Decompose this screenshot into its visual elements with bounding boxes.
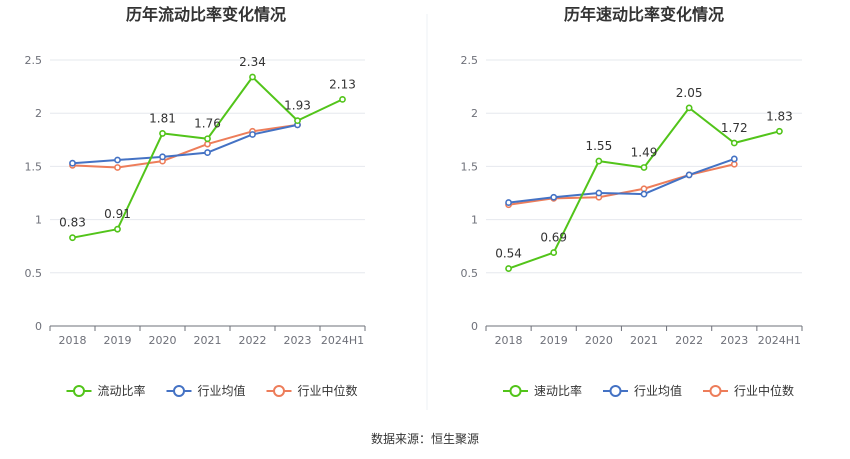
- data-label: 2.34: [239, 55, 266, 69]
- y-tick-label: 1: [471, 214, 478, 227]
- legend-marker-icon: [173, 385, 185, 397]
- data-point[interactable]: [69, 234, 76, 242]
- data-point[interactable]: [505, 199, 512, 206]
- legend-marker-icon: [609, 385, 622, 397]
- data-label: 1.83: [766, 109, 793, 123]
- y-tick-label: 0: [35, 320, 42, 333]
- source-note: 数据来源：恒生聚源: [371, 431, 479, 446]
- quick-ratio-chart: 历年速动比率变化情况 0 0.5 1 1.5 2 2.5 2018 2019 2020 2021 20…: [461, 5, 803, 398]
- data-point[interactable]: [249, 131, 256, 138]
- y-tick-label: 2: [35, 107, 42, 120]
- legend-label: 行业中位数: [298, 383, 358, 398]
- y-tick-label: 2: [471, 107, 478, 120]
- data-point[interactable]: [204, 140, 211, 148]
- y-tick-label: 1: [35, 214, 42, 227]
- data-label: 1.49: [631, 145, 658, 159]
- x-tick-label: 2023: [720, 334, 748, 347]
- legend-label: 速动比率: [534, 383, 582, 398]
- legend-item-quick-1[interactable]: 行业均值: [603, 383, 682, 398]
- legend-label: 行业均值: [634, 383, 682, 398]
- legend-item-quick-2[interactable]: 行业中位数: [703, 383, 794, 398]
- legend-marker-icon: [709, 385, 722, 397]
- data-point[interactable]: [685, 104, 693, 112]
- data-point[interactable]: [640, 164, 648, 171]
- data-point[interactable]: [595, 189, 603, 197]
- x-tick-label: 2023: [284, 334, 312, 347]
- legend-item-current-0[interactable]: 流动比率: [66, 383, 146, 398]
- x-tick-label: 2021: [630, 334, 658, 347]
- data-point[interactable]: [159, 130, 166, 137]
- data-label: 2.13: [329, 77, 356, 91]
- x-tick-label: 2019: [540, 334, 568, 347]
- y-tick-label: 2.5: [25, 54, 43, 67]
- x-tick-label: 2024H1: [758, 334, 801, 347]
- legend-item-current-2[interactable]: 行业中位数: [266, 383, 358, 398]
- series-line-quick-1: [508, 158, 735, 204]
- data-point[interactable]: [159, 153, 166, 161]
- y-tick-label: 1.5: [461, 160, 479, 173]
- legend-item-current-1[interactable]: 行业均值: [166, 383, 246, 398]
- data-point[interactable]: [730, 160, 738, 168]
- data-point[interactable]: [550, 193, 558, 201]
- data-point[interactable]: [730, 139, 738, 147]
- data-label: 2.05: [676, 86, 703, 100]
- legend-marker-icon: [509, 385, 522, 397]
- y-tick-label: 0: [471, 320, 478, 333]
- legend-label: 流动比率: [98, 383, 146, 398]
- data-point[interactable]: [69, 159, 76, 167]
- y-tick-label: 1.5: [25, 160, 43, 173]
- x-tick-label: 2018: [59, 334, 87, 347]
- data-point[interactable]: [249, 73, 256, 81]
- y-tick-label: 0.5: [461, 267, 479, 280]
- data-label: 0.69: [540, 231, 567, 245]
- data-point[interactable]: [114, 164, 121, 171]
- legend-marker-icon: [73, 385, 85, 397]
- data-point[interactable]: [204, 149, 211, 156]
- data-point[interactable]: [685, 171, 693, 179]
- data-label: 0.54: [495, 247, 522, 261]
- chart-title: 历年流动比率变化情况: [126, 5, 286, 24]
- y-tick-label: 2.5: [461, 54, 479, 67]
- data-label: 1.72: [721, 121, 748, 135]
- data-point[interactable]: [776, 127, 783, 135]
- x-tick-label: 2020: [585, 334, 613, 347]
- legend-marker-icon: [273, 385, 285, 397]
- data-point[interactable]: [640, 185, 648, 193]
- data-label: 1.55: [585, 139, 612, 153]
- x-tick-label: 2024H1: [321, 334, 364, 347]
- data-point[interactable]: [640, 190, 648, 198]
- x-tick-label: 2021: [194, 334, 222, 347]
- data-point[interactable]: [595, 157, 603, 165]
- x-tick-label: 2019: [104, 334, 132, 347]
- data-point[interactable]: [114, 225, 121, 233]
- data-point[interactable]: [204, 135, 211, 143]
- data-point[interactable]: [505, 265, 512, 272]
- data-point[interactable]: [730, 155, 738, 163]
- x-tick-label: 2020: [149, 334, 177, 347]
- legend-item-quick-0[interactable]: 速动比率: [503, 383, 582, 398]
- data-point[interactable]: [339, 95, 346, 103]
- legend-label: 行业中位数: [734, 383, 794, 398]
- data-point[interactable]: [550, 249, 558, 256]
- series-line-current-2: [72, 123, 298, 169]
- x-tick-label: 2022: [239, 334, 267, 347]
- data-label: 1.93: [284, 99, 311, 113]
- chart-title: 历年速动比率变化情况: [564, 5, 724, 24]
- x-tick-label: 2018: [495, 334, 523, 347]
- data-label: 1.81: [149, 111, 176, 125]
- data-label: 0.83: [59, 216, 86, 230]
- data-point[interactable]: [294, 117, 301, 125]
- y-tick-label: 0.5: [25, 267, 43, 280]
- data-label: 0.91: [104, 207, 131, 221]
- current-ratio-chart: 历年流动比率变化情况 0 0.5 1 1.5 2 2.5 2018 2019 2020 2021 20…: [25, 5, 366, 398]
- x-tick-label: 2022: [675, 334, 703, 347]
- data-label: 1.76: [194, 117, 221, 131]
- series-line-current-1: [72, 123, 298, 165]
- data-point[interactable]: [114, 156, 121, 164]
- legend-label: 行业均值: [198, 383, 246, 398]
